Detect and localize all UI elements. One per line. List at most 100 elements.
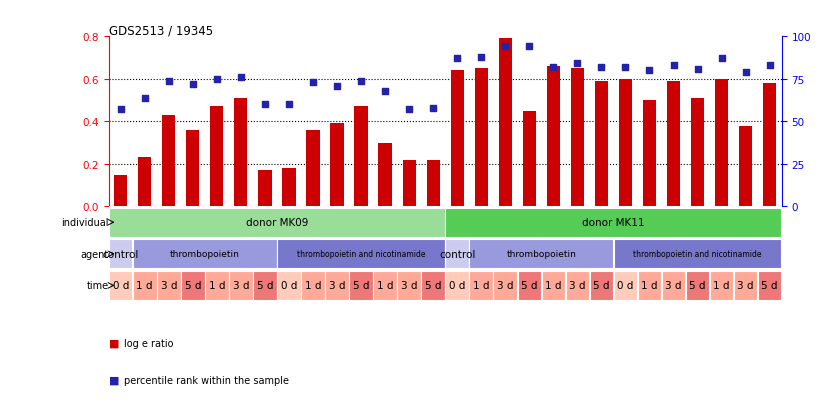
Bar xyxy=(614,271,637,300)
Text: donor MK09: donor MK09 xyxy=(246,218,308,228)
Text: 3 d: 3 d xyxy=(497,281,513,291)
Bar xyxy=(402,160,415,207)
Bar xyxy=(162,116,176,207)
Point xyxy=(691,66,704,73)
Text: thrombopoietin: thrombopoietin xyxy=(170,250,240,259)
Bar xyxy=(210,107,223,207)
Bar xyxy=(571,69,584,207)
Bar xyxy=(734,271,757,300)
Bar xyxy=(109,208,445,237)
Bar xyxy=(763,84,777,207)
Bar xyxy=(662,271,686,300)
Text: 1 d: 1 d xyxy=(377,281,393,291)
Point xyxy=(379,88,392,95)
Bar xyxy=(186,131,200,207)
Bar xyxy=(109,271,132,300)
Text: ■: ■ xyxy=(109,338,120,348)
Text: 0 d: 0 d xyxy=(281,281,297,291)
Text: control: control xyxy=(439,249,476,259)
Bar xyxy=(547,67,560,207)
Text: percentile rank within the sample: percentile rank within the sample xyxy=(124,375,288,385)
Point xyxy=(763,63,777,69)
Bar xyxy=(643,101,656,207)
Bar xyxy=(758,271,782,300)
Text: individual: individual xyxy=(61,218,109,228)
Text: 1 d: 1 d xyxy=(641,281,658,291)
Bar xyxy=(739,126,752,207)
Bar xyxy=(349,271,373,300)
Text: donor MK11: donor MK11 xyxy=(582,218,645,228)
Text: GDS2513 / 19345: GDS2513 / 19345 xyxy=(109,24,213,37)
Point xyxy=(210,76,223,83)
Bar xyxy=(493,271,517,300)
Text: time: time xyxy=(87,281,109,291)
Text: 0 d: 0 d xyxy=(449,281,466,291)
Bar xyxy=(446,240,469,269)
Text: 5 d: 5 d xyxy=(521,281,538,291)
Text: 1 d: 1 d xyxy=(305,281,321,291)
Point xyxy=(715,56,728,62)
Text: 5 d: 5 d xyxy=(257,281,273,291)
Point xyxy=(162,78,176,85)
Bar xyxy=(426,160,440,207)
Bar xyxy=(475,69,488,207)
Bar xyxy=(614,240,782,269)
Point xyxy=(258,102,272,108)
Bar xyxy=(138,158,151,207)
Text: 5 d: 5 d xyxy=(762,281,777,291)
Text: 1 d: 1 d xyxy=(473,281,489,291)
Point xyxy=(426,105,440,112)
Point xyxy=(402,107,415,114)
Text: 1 d: 1 d xyxy=(545,281,562,291)
Bar xyxy=(157,271,181,300)
Point xyxy=(498,44,512,51)
Point xyxy=(475,54,488,61)
Bar xyxy=(306,131,319,207)
Bar xyxy=(589,271,613,300)
Text: 3 d: 3 d xyxy=(737,281,754,291)
Bar xyxy=(301,271,324,300)
Text: 3 d: 3 d xyxy=(329,281,345,291)
Point xyxy=(594,64,608,71)
Text: log e ratio: log e ratio xyxy=(124,338,173,348)
Bar xyxy=(691,99,704,207)
Text: 5 d: 5 d xyxy=(594,281,609,291)
Bar xyxy=(638,271,661,300)
Bar xyxy=(542,271,565,300)
Text: 3 d: 3 d xyxy=(401,281,417,291)
Bar xyxy=(686,271,709,300)
Point xyxy=(138,95,151,102)
Bar xyxy=(470,240,613,269)
Bar xyxy=(354,107,368,207)
Point xyxy=(283,102,296,108)
Point xyxy=(739,69,752,76)
Bar xyxy=(109,240,132,269)
Text: 5 d: 5 d xyxy=(690,281,706,291)
Bar xyxy=(205,271,228,300)
Bar xyxy=(181,271,205,300)
Point xyxy=(234,75,247,81)
Bar xyxy=(229,271,252,300)
Bar xyxy=(234,99,247,207)
Bar xyxy=(451,71,464,207)
Text: 1 d: 1 d xyxy=(136,281,153,291)
Text: 5 d: 5 d xyxy=(185,281,201,291)
Text: 3 d: 3 d xyxy=(665,281,681,291)
Bar xyxy=(710,271,733,300)
Bar xyxy=(253,271,277,300)
Bar xyxy=(667,82,681,207)
Point xyxy=(667,63,681,69)
Point xyxy=(522,44,536,51)
Bar xyxy=(619,80,632,207)
Point xyxy=(547,64,560,71)
Text: 3 d: 3 d xyxy=(569,281,585,291)
Bar xyxy=(446,208,782,237)
Point xyxy=(643,68,656,74)
Bar xyxy=(258,171,272,207)
Point xyxy=(186,81,200,88)
Text: ■: ■ xyxy=(109,375,120,385)
Point xyxy=(330,83,344,90)
Text: 0 d: 0 d xyxy=(617,281,634,291)
Text: agent: agent xyxy=(80,249,109,259)
Bar xyxy=(446,271,469,300)
